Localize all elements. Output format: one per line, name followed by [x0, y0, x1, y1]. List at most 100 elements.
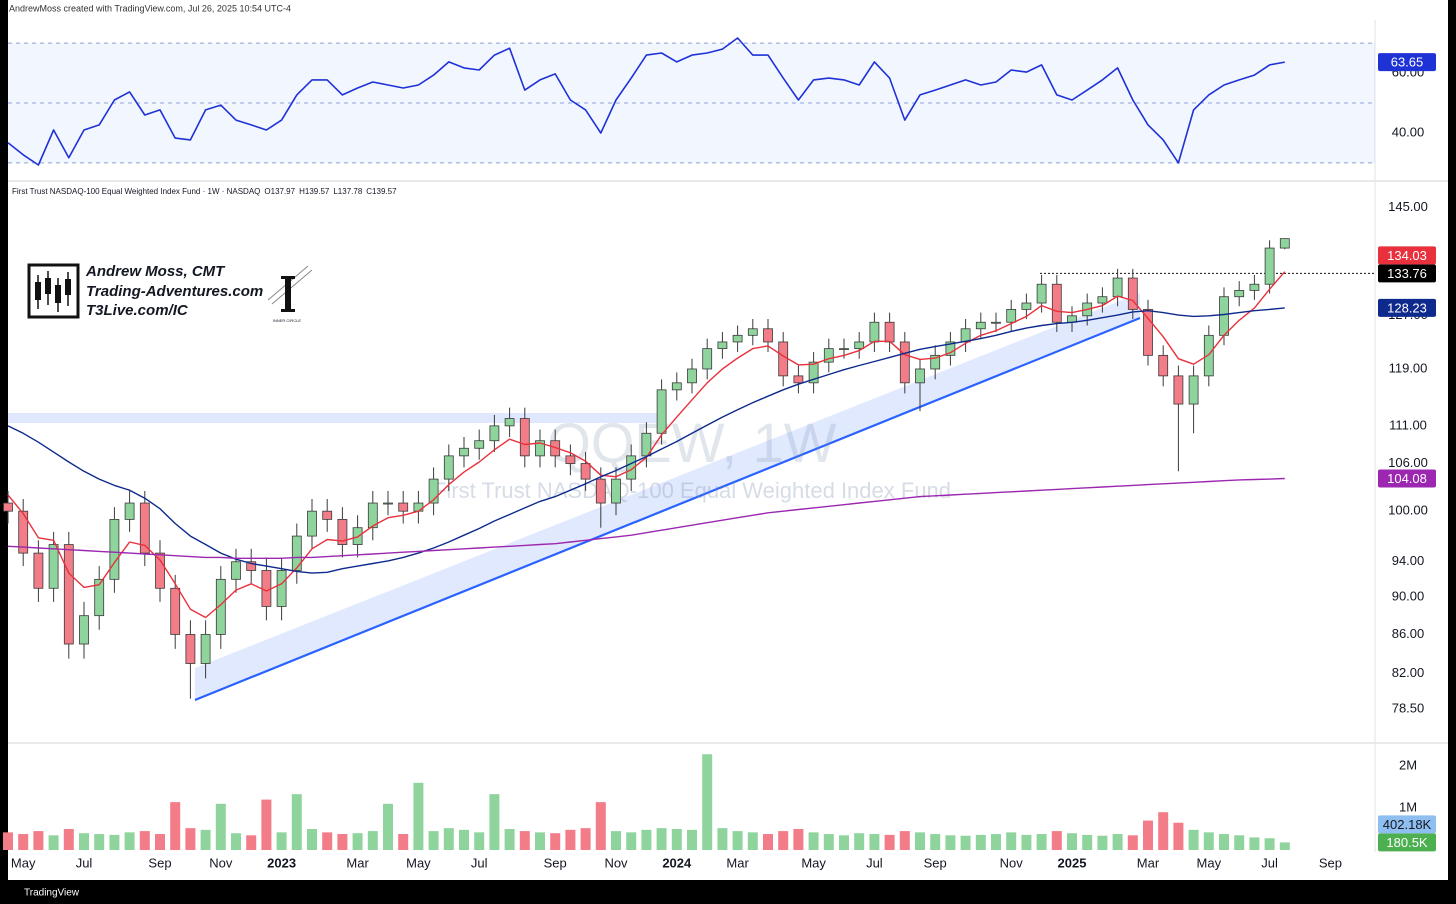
volume-bar: [793, 829, 804, 850]
x-tick-label: Jul: [866, 855, 883, 870]
volume-bar: [960, 835, 971, 850]
x-tick-label: Sep: [1319, 855, 1342, 870]
candle-body: [839, 348, 849, 351]
candle-body: [33, 552, 44, 589]
volume-bar: [839, 835, 849, 850]
candle-body: [170, 587, 181, 635]
volume-bar: [945, 835, 956, 850]
volume-bar: [352, 833, 363, 850]
x-tick-label: Sep: [924, 855, 947, 870]
y-tick-label: 106.00: [1388, 455, 1428, 470]
candle-body: [732, 334, 743, 343]
x-tick-label: May: [801, 855, 826, 870]
volume-bar: [1188, 829, 1199, 850]
candle-body: [535, 440, 545, 457]
y-tick-label: 86.00: [1392, 626, 1425, 641]
candle-body: [3, 502, 13, 512]
candle-body: [1173, 375, 1184, 405]
candle-body: [307, 510, 317, 537]
volume-bar: [626, 832, 637, 850]
candle-body: [1203, 334, 1214, 377]
candle-body: [550, 440, 561, 457]
candle-body: [231, 561, 241, 580]
candle-body: [945, 341, 956, 356]
ma-last-label: 134.03: [1387, 248, 1427, 263]
candle-body: [565, 455, 576, 464]
ma-last-label-box: [1378, 246, 1436, 265]
volume-bar: [276, 832, 287, 850]
brand-site: Trading-Adventures.com: [86, 283, 263, 300]
rsi-last-label: 63.65: [1391, 55, 1424, 70]
brand-link: T3Live.com/IC: [86, 302, 189, 319]
volume-bar: [124, 832, 135, 850]
candle-body: [200, 634, 211, 664]
candle-body: [763, 328, 773, 343]
candle-body: [261, 570, 272, 607]
volume-bar: [808, 832, 819, 850]
volume-bar: [1219, 834, 1229, 850]
volume-bar: [1051, 831, 1062, 850]
candle-body: [717, 341, 728, 350]
x-tick-label: Jul: [471, 855, 488, 870]
candle-body: [1264, 247, 1275, 285]
candle-body: [1188, 375, 1199, 405]
candle-body: [595, 478, 606, 504]
x-tick-label: May: [406, 855, 431, 870]
volume-bar: [1279, 842, 1290, 850]
candle-body: [94, 578, 105, 617]
candle-body: [687, 368, 697, 384]
candle-body: [246, 561, 257, 571]
y-tick-label: 78.50: [1392, 701, 1425, 716]
candle-body: [79, 615, 89, 645]
candle-body: [48, 544, 59, 589]
legend-title: First Trust NASDAQ-100 Equal Weighted In…: [12, 187, 260, 196]
candle-body: [884, 321, 895, 343]
volume-bar: [580, 828, 591, 850]
volume-bar: [1158, 812, 1169, 850]
volume-bar: [1021, 834, 1032, 850]
volume-bar: [474, 832, 485, 850]
candle-body: [930, 354, 941, 370]
volume-bar: [63, 829, 74, 850]
legend-open: O137.97: [264, 187, 295, 196]
volume-bar: [139, 831, 150, 850]
volume-ma-label-box: [1378, 815, 1436, 834]
ma-last-label: 104.08: [1387, 471, 1427, 486]
volume-bar: [231, 833, 241, 850]
x-tick-label: Nov: [209, 855, 233, 870]
candle-body: [869, 321, 880, 343]
candle-body: [747, 328, 758, 336]
ma-long: [7, 477, 1285, 559]
y-tick-label: 2M: [1399, 757, 1417, 772]
candle-body: [1021, 302, 1032, 310]
volume-bar: [459, 829, 469, 850]
x-tick-label: May: [1197, 855, 1222, 870]
candle-body: [1143, 308, 1153, 356]
x-tick-label: Jul: [1261, 855, 1278, 870]
ma-medium: [7, 307, 1285, 574]
candle-body: [474, 440, 485, 449]
candle-body: [626, 455, 637, 480]
x-tick-label: Sep: [148, 855, 171, 870]
candle-body: [808, 361, 819, 384]
candle-body: [960, 328, 971, 343]
x-tick-label: Mar: [346, 855, 369, 870]
volume-bar: [671, 829, 682, 850]
candle-body: [1036, 283, 1047, 304]
volume-last-label: 180.5K: [1386, 835, 1428, 850]
candle-body: [611, 478, 621, 504]
volume-last-label-box: [1378, 833, 1436, 852]
volume-bar: [884, 834, 895, 850]
y-tick-label: 90.00: [1392, 589, 1425, 604]
volume-bar: [991, 834, 1001, 850]
volume-bar: [291, 794, 302, 850]
candle-body: [1006, 308, 1017, 323]
volume-bar: [611, 831, 621, 850]
x-tick-label: Nov: [1000, 855, 1024, 870]
volume-bar: [717, 828, 728, 850]
candle-body: [1219, 296, 1229, 336]
x-tick-label: Mar: [726, 855, 749, 870]
candle-body: [367, 502, 378, 529]
x-tick-label: Sep: [544, 855, 567, 870]
